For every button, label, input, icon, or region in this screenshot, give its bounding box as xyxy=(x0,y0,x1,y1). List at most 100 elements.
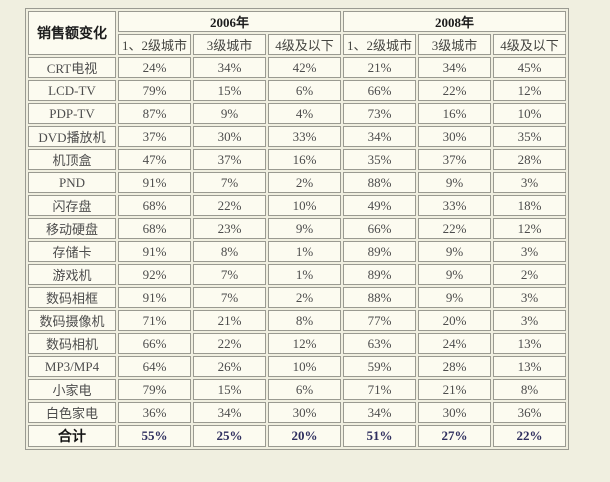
sales-change-table: 销售额变化 2006年 2008年 1、2级城市 3级城市 4级及以下 1、2级城市 3… xyxy=(25,8,569,450)
table-row: 机顶盒 47% 37% 16% 35% 37% 28% xyxy=(28,149,566,170)
value-cell: 37% xyxy=(193,149,266,170)
row-label: PND xyxy=(28,172,116,193)
value-cell: 87% xyxy=(118,103,191,124)
value-cell: 89% xyxy=(343,241,416,262)
table-row: 数码相机 66% 22% 12% 63% 24% 13% xyxy=(28,333,566,354)
value-cell: 3% xyxy=(493,310,566,331)
value-cell: 1% xyxy=(268,241,341,262)
value-cell: 22% xyxy=(193,195,266,216)
row-label: 机顶盒 xyxy=(28,149,116,170)
value-cell: 30% xyxy=(193,126,266,147)
value-cell: 2% xyxy=(268,172,341,193)
row-label: 闪存盘 xyxy=(28,195,116,216)
value-cell: 3% xyxy=(493,172,566,193)
row-label: LCD-TV xyxy=(28,80,116,101)
value-cell: 27% xyxy=(418,425,491,447)
city-tier-header: 4级及以下 xyxy=(268,34,341,55)
value-cell: 10% xyxy=(268,356,341,377)
value-cell: 89% xyxy=(343,264,416,285)
value-cell: 26% xyxy=(193,356,266,377)
row-label: 移动硬盘 xyxy=(28,218,116,239)
value-cell: 8% xyxy=(268,310,341,331)
value-cell: 45% xyxy=(493,57,566,78)
value-cell: 30% xyxy=(418,402,491,423)
value-cell: 79% xyxy=(118,80,191,101)
value-cell: 23% xyxy=(193,218,266,239)
value-cell: 63% xyxy=(343,333,416,354)
value-cell: 12% xyxy=(493,80,566,101)
table-row: PND 91% 7% 2% 88% 9% 3% xyxy=(28,172,566,193)
value-cell: 9% xyxy=(193,103,266,124)
value-cell: 22% xyxy=(418,218,491,239)
value-cell: 37% xyxy=(418,149,491,170)
value-cell: 9% xyxy=(418,287,491,308)
total-row: 合计 55% 25% 20% 51% 27% 22% xyxy=(28,425,566,447)
city-tier-header: 3级城市 xyxy=(418,34,491,55)
value-cell: 9% xyxy=(268,218,341,239)
value-cell: 20% xyxy=(418,310,491,331)
value-cell: 68% xyxy=(118,195,191,216)
row-label: 存储卡 xyxy=(28,241,116,262)
value-cell: 6% xyxy=(268,379,341,400)
table-row: 闪存盘 68% 22% 10% 49% 33% 18% xyxy=(28,195,566,216)
city-tier-header-row: 1、2级城市 3级城市 4级及以下 1、2级城市 3级城市 4级及以下 xyxy=(28,34,566,55)
value-cell: 49% xyxy=(343,195,416,216)
value-cell: 8% xyxy=(193,241,266,262)
value-cell: 6% xyxy=(268,80,341,101)
value-cell: 47% xyxy=(118,149,191,170)
year-header-2006: 2006年 xyxy=(118,11,341,32)
table-row: 数码摄像机 71% 21% 8% 77% 20% 3% xyxy=(28,310,566,331)
value-cell: 71% xyxy=(118,310,191,331)
value-cell: 12% xyxy=(268,333,341,354)
value-cell: 91% xyxy=(118,287,191,308)
value-cell: 8% xyxy=(493,379,566,400)
value-cell: 21% xyxy=(418,379,491,400)
value-cell: 2% xyxy=(493,264,566,285)
table-row: 白色家电 36% 34% 30% 34% 30% 36% xyxy=(28,402,566,423)
value-cell: 33% xyxy=(418,195,491,216)
row-label: 白色家电 xyxy=(28,402,116,423)
value-cell: 30% xyxy=(418,126,491,147)
row-label: 数码相框 xyxy=(28,287,116,308)
table-row: PDP-TV 87% 9% 4% 73% 16% 10% xyxy=(28,103,566,124)
value-cell: 7% xyxy=(193,172,266,193)
value-cell: 1% xyxy=(268,264,341,285)
value-cell: 35% xyxy=(493,126,566,147)
value-cell: 10% xyxy=(268,195,341,216)
value-cell: 13% xyxy=(493,356,566,377)
value-cell: 28% xyxy=(418,356,491,377)
value-cell: 7% xyxy=(193,264,266,285)
value-cell: 34% xyxy=(193,402,266,423)
value-cell: 10% xyxy=(493,103,566,124)
value-cell: 4% xyxy=(268,103,341,124)
row-label: 游戏机 xyxy=(28,264,116,285)
value-cell: 92% xyxy=(118,264,191,285)
row-label: DVD播放机 xyxy=(28,126,116,147)
table-row: 小家电 79% 15% 6% 71% 21% 8% xyxy=(28,379,566,400)
value-cell: 22% xyxy=(418,80,491,101)
row-label: CRT电视 xyxy=(28,57,116,78)
value-cell: 36% xyxy=(493,402,566,423)
value-cell: 66% xyxy=(343,80,416,101)
value-cell: 66% xyxy=(118,333,191,354)
row-label: 小家电 xyxy=(28,379,116,400)
value-cell: 9% xyxy=(418,241,491,262)
value-cell: 3% xyxy=(493,287,566,308)
value-cell: 79% xyxy=(118,379,191,400)
table-row: MP3/MP4 64% 26% 10% 59% 28% 13% xyxy=(28,356,566,377)
value-cell: 71% xyxy=(343,379,416,400)
table-title-cell: 销售额变化 xyxy=(28,11,116,55)
city-tier-header: 3级城市 xyxy=(193,34,266,55)
city-tier-header: 1、2级城市 xyxy=(118,34,191,55)
year-header-2008: 2008年 xyxy=(343,11,566,32)
value-cell: 66% xyxy=(343,218,416,239)
value-cell: 88% xyxy=(343,172,416,193)
value-cell: 3% xyxy=(493,241,566,262)
value-cell: 13% xyxy=(493,333,566,354)
page-background: 销售额变化 2006年 2008年 1、2级城市 3级城市 4级及以下 1、2级城市 3… xyxy=(0,8,610,450)
value-cell: 15% xyxy=(193,80,266,101)
value-cell: 7% xyxy=(193,287,266,308)
value-cell: 91% xyxy=(118,241,191,262)
value-cell: 16% xyxy=(418,103,491,124)
value-cell: 20% xyxy=(268,425,341,447)
